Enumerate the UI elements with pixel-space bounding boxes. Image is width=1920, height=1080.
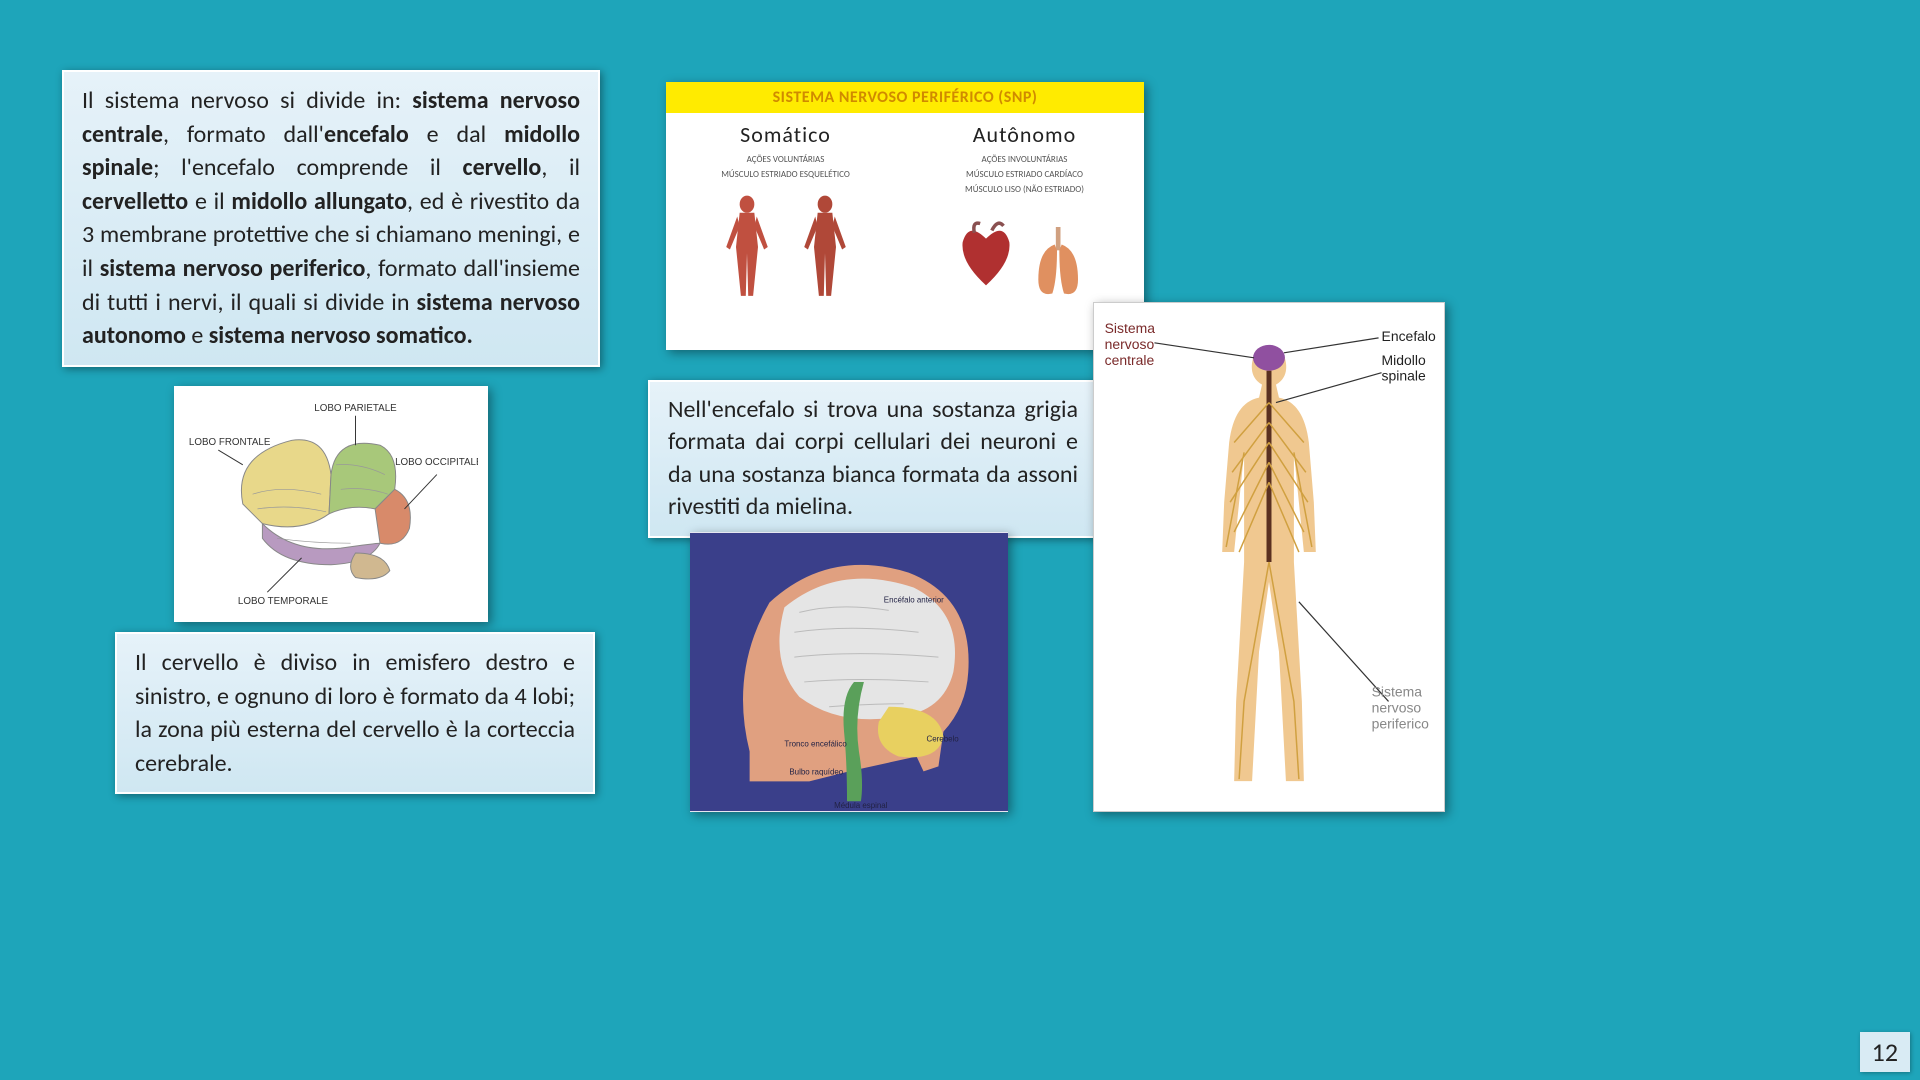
snp-somatic-sub2: MÚSCULO ESTRIADO ESQUELÉTICO [670, 169, 901, 180]
svg-text:nervoso: nervoso [1372, 699, 1422, 715]
t1-b4: cervello [463, 153, 542, 182]
brain-lobes-figure: LOBO FRONTALE LOBO PARIETALE LOBO OCCIPI… [174, 386, 488, 622]
snp-header: SISTEMA NERVOSO PERIFÉRICO (SNP) [666, 82, 1144, 113]
svg-text:LOBO PARIETALE: LOBO PARIETALE [314, 403, 397, 414]
snp-auto-sub3: MÚSCULO LISO (NÃO ESTRIADO) [909, 184, 1140, 195]
svg-text:nervoso: nervoso [1105, 336, 1155, 352]
t1-b5: cervelletto [82, 187, 188, 216]
svg-text:LOBO FRONTALE: LOBO FRONTALE [189, 437, 271, 448]
t1-b9: sistema nervoso somatico. [209, 321, 473, 350]
muscle-body-front-icon [712, 192, 782, 302]
svg-text:LOBO OCCIPITALE: LOBO OCCIPITALE [395, 457, 478, 468]
svg-text:Sistema: Sistema [1372, 683, 1423, 699]
svg-text:Encefalo: Encefalo [1382, 328, 1436, 344]
svg-text:Midollo: Midollo [1382, 352, 1426, 368]
t1-m2: e dal [409, 120, 504, 149]
snp-auto-sub1: AÇÕES INVOLUNTÁRIAS [909, 154, 1140, 165]
snp-somatic-sub1: AÇÕES VOLUNTÁRIAS [670, 154, 901, 165]
intro-text-box: Il sistema nervoso si divide in: sistema… [62, 70, 600, 367]
body-nervous-system-figure: Sistema nervoso centrale Encefalo Midoll… [1093, 302, 1445, 812]
hemispheres-text-box: Il cervello è diviso in emisfero destro … [115, 632, 595, 794]
lungs-icon [1029, 207, 1099, 317]
svg-text:Encéfalo anterior: Encéfalo anterior [884, 595, 944, 604]
tb3-text: Il cervello è diviso in emisfero destro … [135, 648, 575, 778]
svg-text:periferico: periferico [1372, 715, 1430, 731]
svg-text:centrale: centrale [1105, 352, 1155, 368]
page-number: 12 [1860, 1032, 1910, 1072]
t1-pre1: Il sistema nervoso si divide in: [82, 86, 412, 115]
tb2-text: Nell'encefalo si trova una sostanza grig… [668, 395, 1078, 521]
t1-m8: e [186, 321, 209, 350]
svg-text:Sistema: Sistema [1105, 320, 1156, 336]
snp-auto-title: Autônomo [909, 121, 1140, 148]
snp-somatic-title: Somático [670, 121, 901, 148]
gray-white-matter-text-box: Nell'encefalo si trova una sostanza grig… [648, 380, 1098, 538]
snp-auto-sub2: MÚSCULO ESTRIADO CARDÍACO [909, 169, 1140, 180]
svg-text:Tronco encefálico: Tronco encefálico [784, 740, 847, 749]
t1-b7: sistema nervoso periferico [100, 254, 366, 283]
t1-m4: , il [541, 153, 580, 182]
t1-m3: ; l'encefalo comprende il [153, 153, 462, 182]
t1-b6: midollo allungato [231, 187, 407, 216]
muscle-body-back-icon [790, 192, 860, 302]
t1-b2: encefalo [324, 120, 409, 149]
brain-sagittal-figure: Encéfalo anterior Tronco encefálico Cere… [690, 532, 1008, 812]
svg-text:Bulbo raquídeo: Bulbo raquídeo [789, 767, 843, 776]
t1-m1: , formato dall' [163, 120, 324, 149]
svg-text:LOBO TEMPORALE: LOBO TEMPORALE [238, 596, 329, 607]
svg-text:Médula espinal: Médula espinal [834, 801, 888, 810]
snp-panel: SISTEMA NERVOSO PERIFÉRICO (SNP) Somátic… [666, 82, 1144, 350]
t1-m5: e il [188, 187, 231, 216]
heart-icon [951, 207, 1021, 317]
snp-somatic-column: Somático AÇÕES VOLUNTÁRIAS MÚSCULO ESTRI… [666, 113, 905, 349]
svg-text:spinale: spinale [1382, 368, 1426, 384]
svg-text:Cerebelo: Cerebelo [927, 735, 960, 744]
